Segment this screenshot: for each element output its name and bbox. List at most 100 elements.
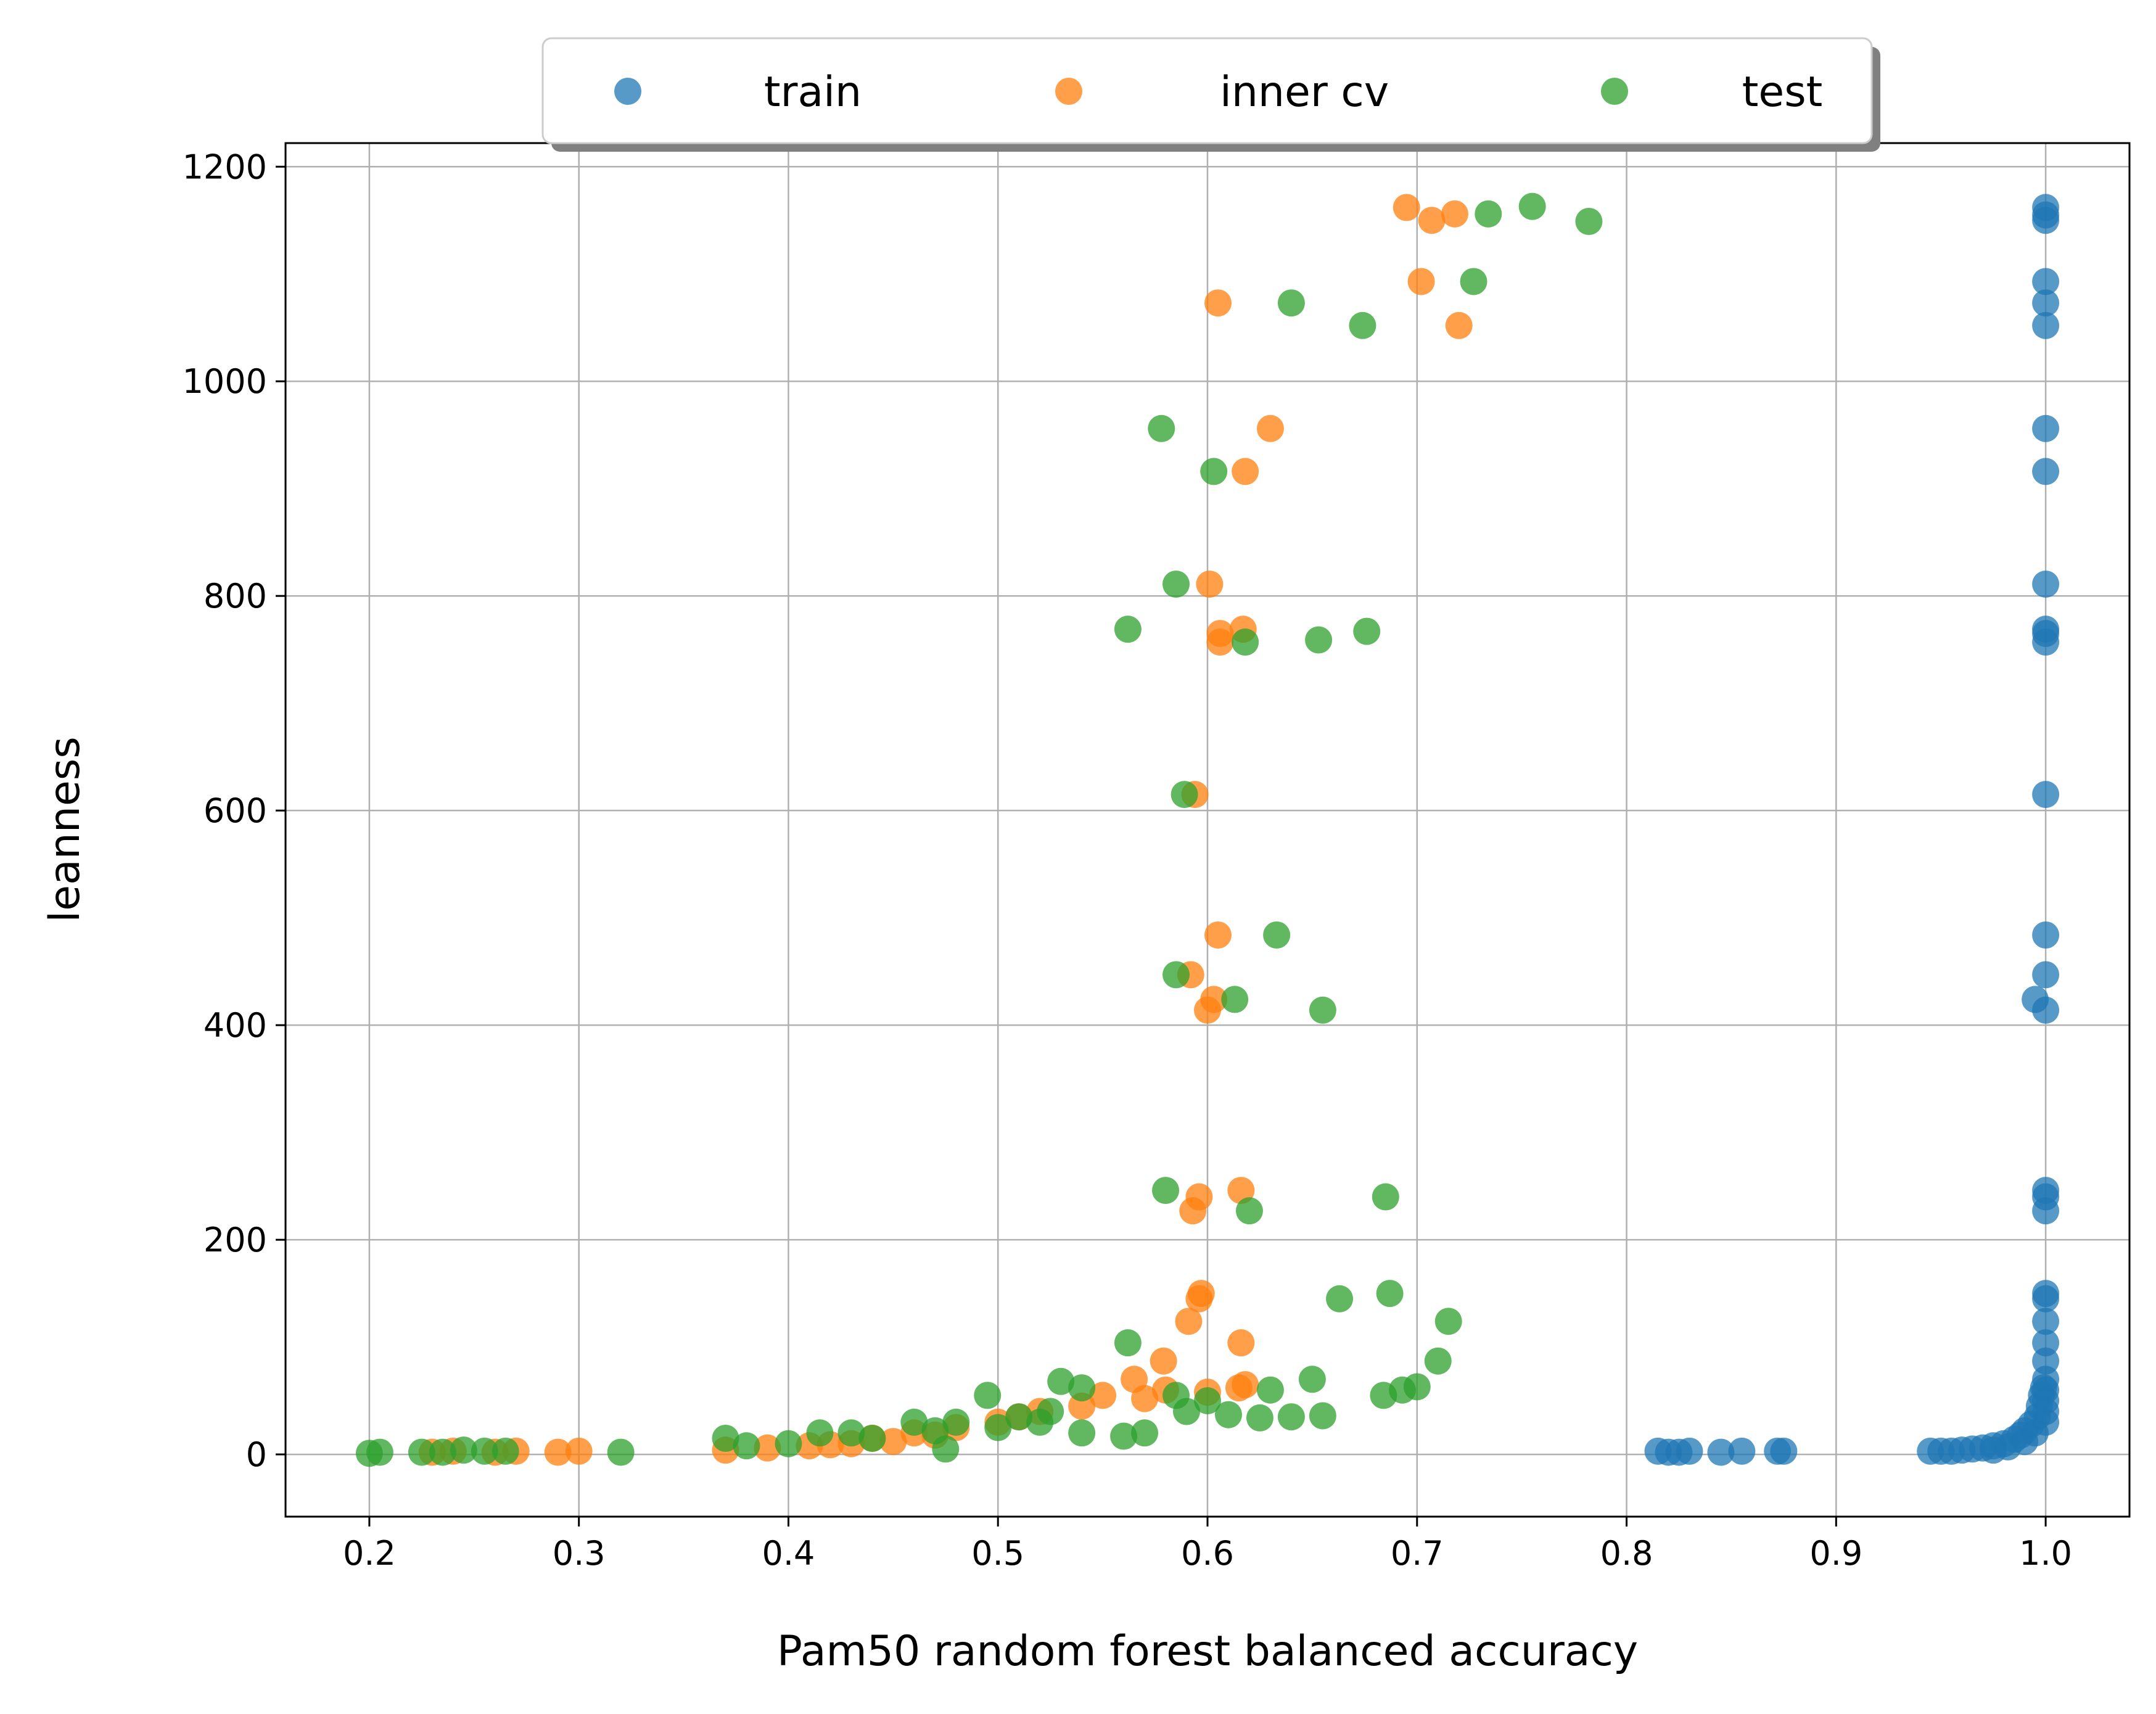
data-point: [1277, 1403, 1305, 1431]
data-point: [1349, 311, 1376, 339]
data-point: [1434, 1308, 1462, 1335]
data-point: [2032, 1376, 2060, 1404]
data-point: [2032, 921, 2060, 949]
data-point: [565, 1437, 593, 1465]
data-point: [1150, 1347, 1177, 1375]
data-point: [1114, 616, 1142, 643]
series-test: [355, 192, 1603, 1467]
data-point: [1171, 781, 1198, 809]
data-point: [471, 1437, 498, 1465]
data-point: [1575, 208, 1603, 236]
data-point: [1204, 921, 1232, 949]
data-point: [1227, 1329, 1255, 1357]
data-point: [1424, 1347, 1452, 1375]
data-points: [355, 192, 2060, 1467]
data-point: [900, 1408, 928, 1436]
legend-label: test: [1742, 68, 1823, 117]
data-point: [1196, 571, 1224, 598]
data-point: [1204, 289, 1232, 317]
data-point: [1475, 200, 1502, 228]
x-tick-label: 0.3: [553, 1534, 606, 1573]
y-tick-label: 0: [246, 1435, 267, 1474]
data-point: [544, 1438, 572, 1466]
data-point: [1221, 986, 1249, 1013]
data-point: [1441, 200, 1468, 228]
data-point: [1707, 1438, 1735, 1466]
data-point: [1110, 1422, 1138, 1450]
data-point: [1148, 414, 1175, 442]
data-point: [1370, 1382, 1397, 1409]
data-point: [2032, 311, 2060, 339]
data-point: [2032, 207, 2060, 234]
data-point: [1445, 311, 1473, 339]
y-axis-label: leanness: [41, 736, 89, 922]
data-point: [1068, 1374, 1096, 1402]
data-point: [1676, 1437, 1703, 1465]
data-point: [1114, 1329, 1142, 1357]
x-tick-label: 0.5: [971, 1534, 1024, 1573]
data-point: [1047, 1367, 1075, 1395]
series-train: [1644, 194, 2060, 1466]
data-point: [2032, 571, 2060, 598]
data-point: [1175, 1308, 1203, 1335]
data-point: [1770, 1437, 1798, 1465]
data-point: [921, 1417, 949, 1444]
data-point: [984, 1414, 1012, 1441]
data-point: [1353, 617, 1381, 645]
legend-marker: [1055, 78, 1082, 105]
data-point: [733, 1432, 760, 1460]
data-point: [2032, 628, 2060, 656]
data-point: [1256, 414, 1284, 442]
x-tick-label: 0.8: [1600, 1534, 1653, 1573]
data-point: [1256, 1376, 1284, 1404]
x-axis-label: Pam50 random forest balanced accuracy: [777, 1627, 1638, 1676]
y-tick-label: 1000: [183, 362, 267, 401]
data-point: [1200, 458, 1228, 485]
data-point: [858, 1424, 886, 1452]
data-point: [1407, 268, 1435, 295]
data-point: [1162, 571, 1190, 598]
x-tick-label: 0.4: [762, 1534, 815, 1573]
data-point: [1179, 1197, 1207, 1225]
legend-box: [541, 37, 1873, 144]
data-point: [1232, 628, 1259, 656]
data-point: [754, 1434, 781, 1462]
axis-ticks: 0.2 0.3 0.4 0.5 0.6 0.7 0.8 0.9 1.0 0 200 400 600 800…: [183, 147, 2072, 1573]
y-tick-label: 400: [204, 1006, 267, 1045]
legend-label: inner cv: [1220, 68, 1389, 117]
data-point: [2032, 1408, 2060, 1436]
data-point: [355, 1440, 383, 1467]
data-point: [1089, 1382, 1117, 1409]
data-point: [1206, 628, 1234, 656]
data-point: [2032, 1308, 2060, 1335]
legend-label: train: [764, 68, 862, 117]
legend: train inner cv test: [541, 37, 1880, 152]
data-point: [1214, 1401, 1242, 1428]
y-tick-label: 600: [204, 791, 267, 830]
data-point: [1152, 1177, 1180, 1205]
data-point: [1460, 268, 1487, 295]
data-point: [879, 1428, 907, 1456]
data-point: [2032, 1285, 2060, 1312]
data-point: [712, 1424, 739, 1452]
y-tick-label: 800: [204, 577, 267, 616]
data-point: [2032, 781, 2060, 809]
data-point: [837, 1419, 865, 1447]
data-point: [2032, 961, 2060, 989]
y-tick-label: 200: [204, 1221, 267, 1259]
data-point: [1309, 1402, 1336, 1430]
data-point: [806, 1419, 834, 1447]
data-point: [1235, 1197, 1263, 1225]
legend-marker: [1601, 78, 1628, 105]
data-point: [1185, 1285, 1213, 1312]
data-point: [450, 1436, 477, 1464]
data-point: [1131, 1419, 1159, 1447]
data-point: [974, 1382, 1002, 1409]
data-point: [2032, 268, 2060, 295]
data-point: [2032, 414, 2060, 442]
data-point: [1131, 1385, 1159, 1412]
x-tick-label: 0.7: [1391, 1534, 1444, 1573]
data-point: [1005, 1403, 1033, 1431]
